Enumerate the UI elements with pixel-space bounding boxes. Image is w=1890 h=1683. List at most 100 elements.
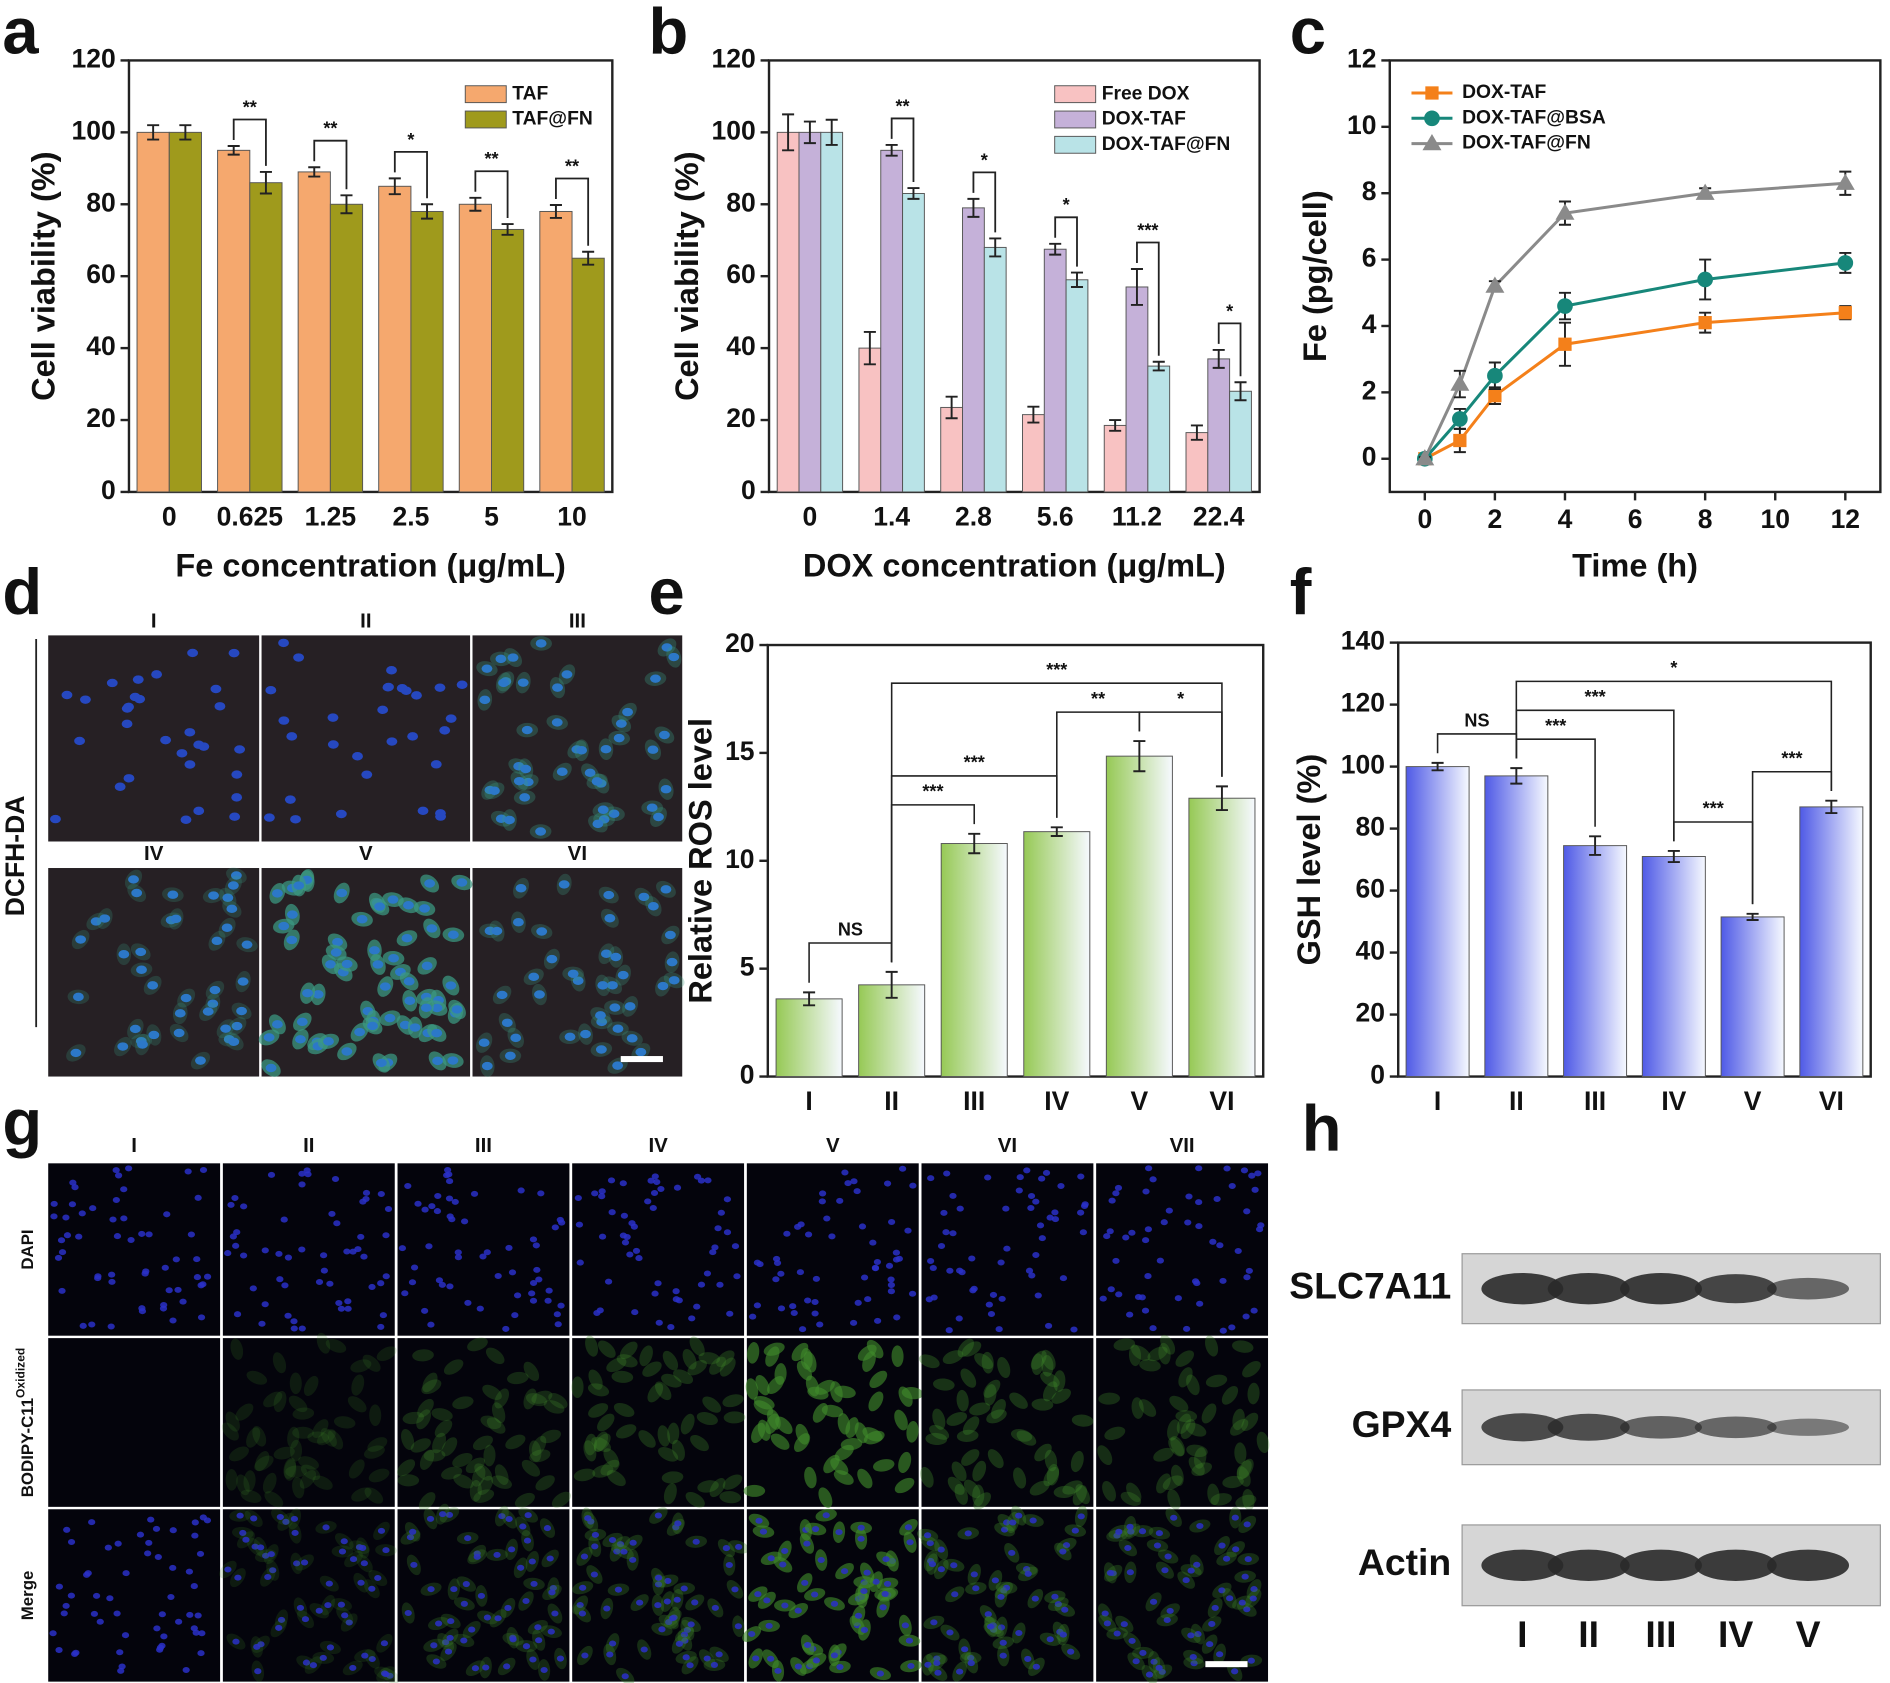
nucleus [507, 1546, 516, 1553]
nucleus [396, 684, 408, 693]
nucleus [106, 678, 118, 688]
nucleus [304, 1171, 312, 1178]
nucleus [1249, 1595, 1257, 1602]
cell-body [603, 1448, 620, 1468]
nucleus [1243, 1208, 1251, 1215]
cell-body [932, 1408, 946, 1430]
nucleus [1051, 1593, 1059, 1600]
cell-body [452, 1396, 474, 1410]
nucleus [604, 1278, 613, 1285]
cell-body [1236, 1460, 1252, 1480]
cell-body [963, 1479, 981, 1499]
nucleus [377, 1323, 385, 1330]
point [1450, 374, 1470, 391]
nucleus [50, 1200, 58, 1207]
nucleus [546, 1555, 554, 1562]
cell-body [368, 1468, 390, 1483]
nucleus [481, 1061, 493, 1071]
cell-body [593, 1433, 611, 1452]
nucleus [118, 1663, 126, 1670]
cell-body [615, 1424, 637, 1439]
nucleus [404, 1182, 412, 1190]
micrograph [397, 1337, 571, 1511]
nucleus [619, 1180, 627, 1187]
nucleus [853, 1188, 861, 1195]
cell-body [1131, 1345, 1151, 1361]
nucleus [1244, 1556, 1252, 1563]
nucleus [404, 1609, 412, 1616]
cell-body [925, 1432, 948, 1446]
nucleus [1208, 1620, 1216, 1627]
cell-body [745, 1378, 759, 1400]
nucleus [621, 1673, 629, 1680]
y-tick-label: 15 [725, 736, 754, 766]
nucleus [1257, 1222, 1265, 1229]
y-tick-label: 0 [741, 475, 756, 505]
cell-body [698, 1352, 721, 1365]
nucleus [811, 1298, 819, 1305]
nucleus [551, 1224, 559, 1231]
nucleus [885, 1262, 894, 1269]
nucleus [345, 1619, 353, 1626]
nucleus [180, 815, 192, 824]
nucleus [293, 881, 305, 890]
nucleus [368, 1283, 376, 1290]
cell-body [528, 1440, 542, 1462]
column-label: II [303, 1134, 314, 1157]
nucleus [75, 935, 87, 944]
nucleus [615, 719, 627, 728]
nucleus [369, 946, 380, 955]
cell-body [774, 1363, 787, 1385]
nucleus [1190, 1660, 1198, 1667]
nucleus [513, 776, 525, 786]
nucleus [331, 1176, 340, 1183]
cell-body [316, 1332, 331, 1354]
significance-label: * [1177, 689, 1185, 709]
nucleus [281, 1282, 289, 1289]
error-bar [782, 113, 795, 152]
nucleus [234, 1574, 242, 1581]
cell-body [723, 1411, 746, 1424]
nucleus [1127, 1528, 1135, 1535]
cell-body [1138, 1399, 1157, 1417]
nucleus [349, 1664, 357, 1671]
nucleus [1187, 1567, 1195, 1574]
nucleus [386, 737, 398, 746]
nucleus [547, 1628, 555, 1635]
cell-body [1236, 1466, 1251, 1487]
nucleus [278, 716, 290, 725]
cell-body [1046, 1463, 1060, 1486]
nucleus [309, 1662, 318, 1669]
nucleus [523, 1537, 532, 1544]
image-label: V [359, 842, 373, 865]
cell-body [722, 1474, 743, 1490]
cell-body [535, 1475, 555, 1491]
nucleus [322, 1524, 330, 1531]
nucleus [269, 1567, 277, 1574]
cell-body [473, 1489, 495, 1503]
nucleus [267, 1171, 276, 1178]
nucleus [1226, 1595, 1234, 1602]
nucleus [276, 1276, 284, 1283]
nucleus [626, 1034, 638, 1043]
nucleus [647, 1177, 655, 1184]
nucleus [836, 1663, 844, 1671]
error-bar [989, 237, 1002, 258]
bar [820, 131, 844, 493]
cell-body [1029, 1480, 1050, 1496]
cell-body [525, 1393, 548, 1407]
nucleus [688, 1315, 696, 1322]
nucleus [367, 1021, 378, 1031]
cell-body [416, 1409, 432, 1430]
cell-body [465, 1457, 486, 1474]
cell-body [1031, 1398, 1054, 1411]
nucleus [193, 806, 205, 816]
nucleus [709, 1249, 717, 1256]
nucleus [379, 982, 391, 991]
nucleus [668, 652, 680, 662]
nucleus [923, 1532, 932, 1539]
nucleus [368, 1585, 376, 1592]
nucleus [410, 1264, 419, 1271]
nucleus [250, 1515, 258, 1522]
